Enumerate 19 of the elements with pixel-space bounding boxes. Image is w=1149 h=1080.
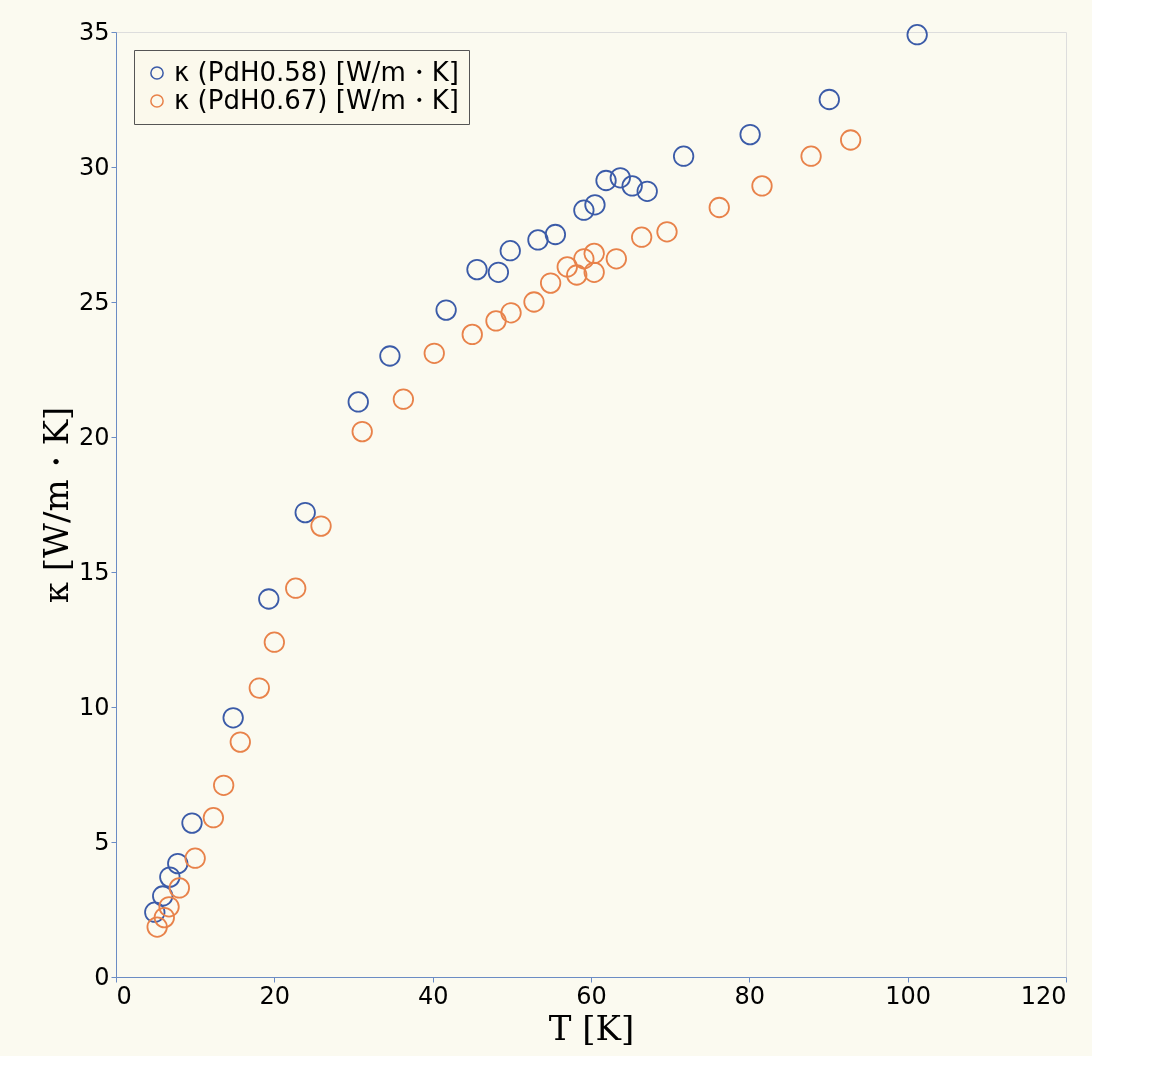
y-tick-label: 10: [78, 692, 110, 721]
y-tick-label: 5: [94, 827, 110, 856]
x-tick-label: 100: [885, 981, 932, 1010]
x-tick-label: 80: [734, 981, 766, 1010]
x-tick-label: 20: [259, 981, 291, 1010]
x-tick-label: 40: [417, 981, 449, 1010]
y-tick-label: 0: [94, 962, 110, 991]
y-axis-title: κ [W/m・K]: [35, 406, 76, 604]
x-axis-title: T [K]: [548, 1007, 635, 1048]
legend-label: κ (PdH0.67) [W/m・K]: [174, 85, 459, 115]
y-tick-label: 25: [78, 287, 110, 316]
legend-label: κ (PdH0.58) [W/m・K]: [174, 57, 459, 87]
x-tick-label: 0: [116, 981, 132, 1010]
x-tick-label: 60: [576, 981, 607, 1010]
y-tick-label: 20: [78, 422, 110, 451]
x-tick-label: 120: [1020, 981, 1067, 1010]
y-tick-label: 35: [78, 17, 110, 46]
y-tick-label: 30: [78, 152, 110, 181]
y-tick-label: 15: [78, 557, 110, 586]
